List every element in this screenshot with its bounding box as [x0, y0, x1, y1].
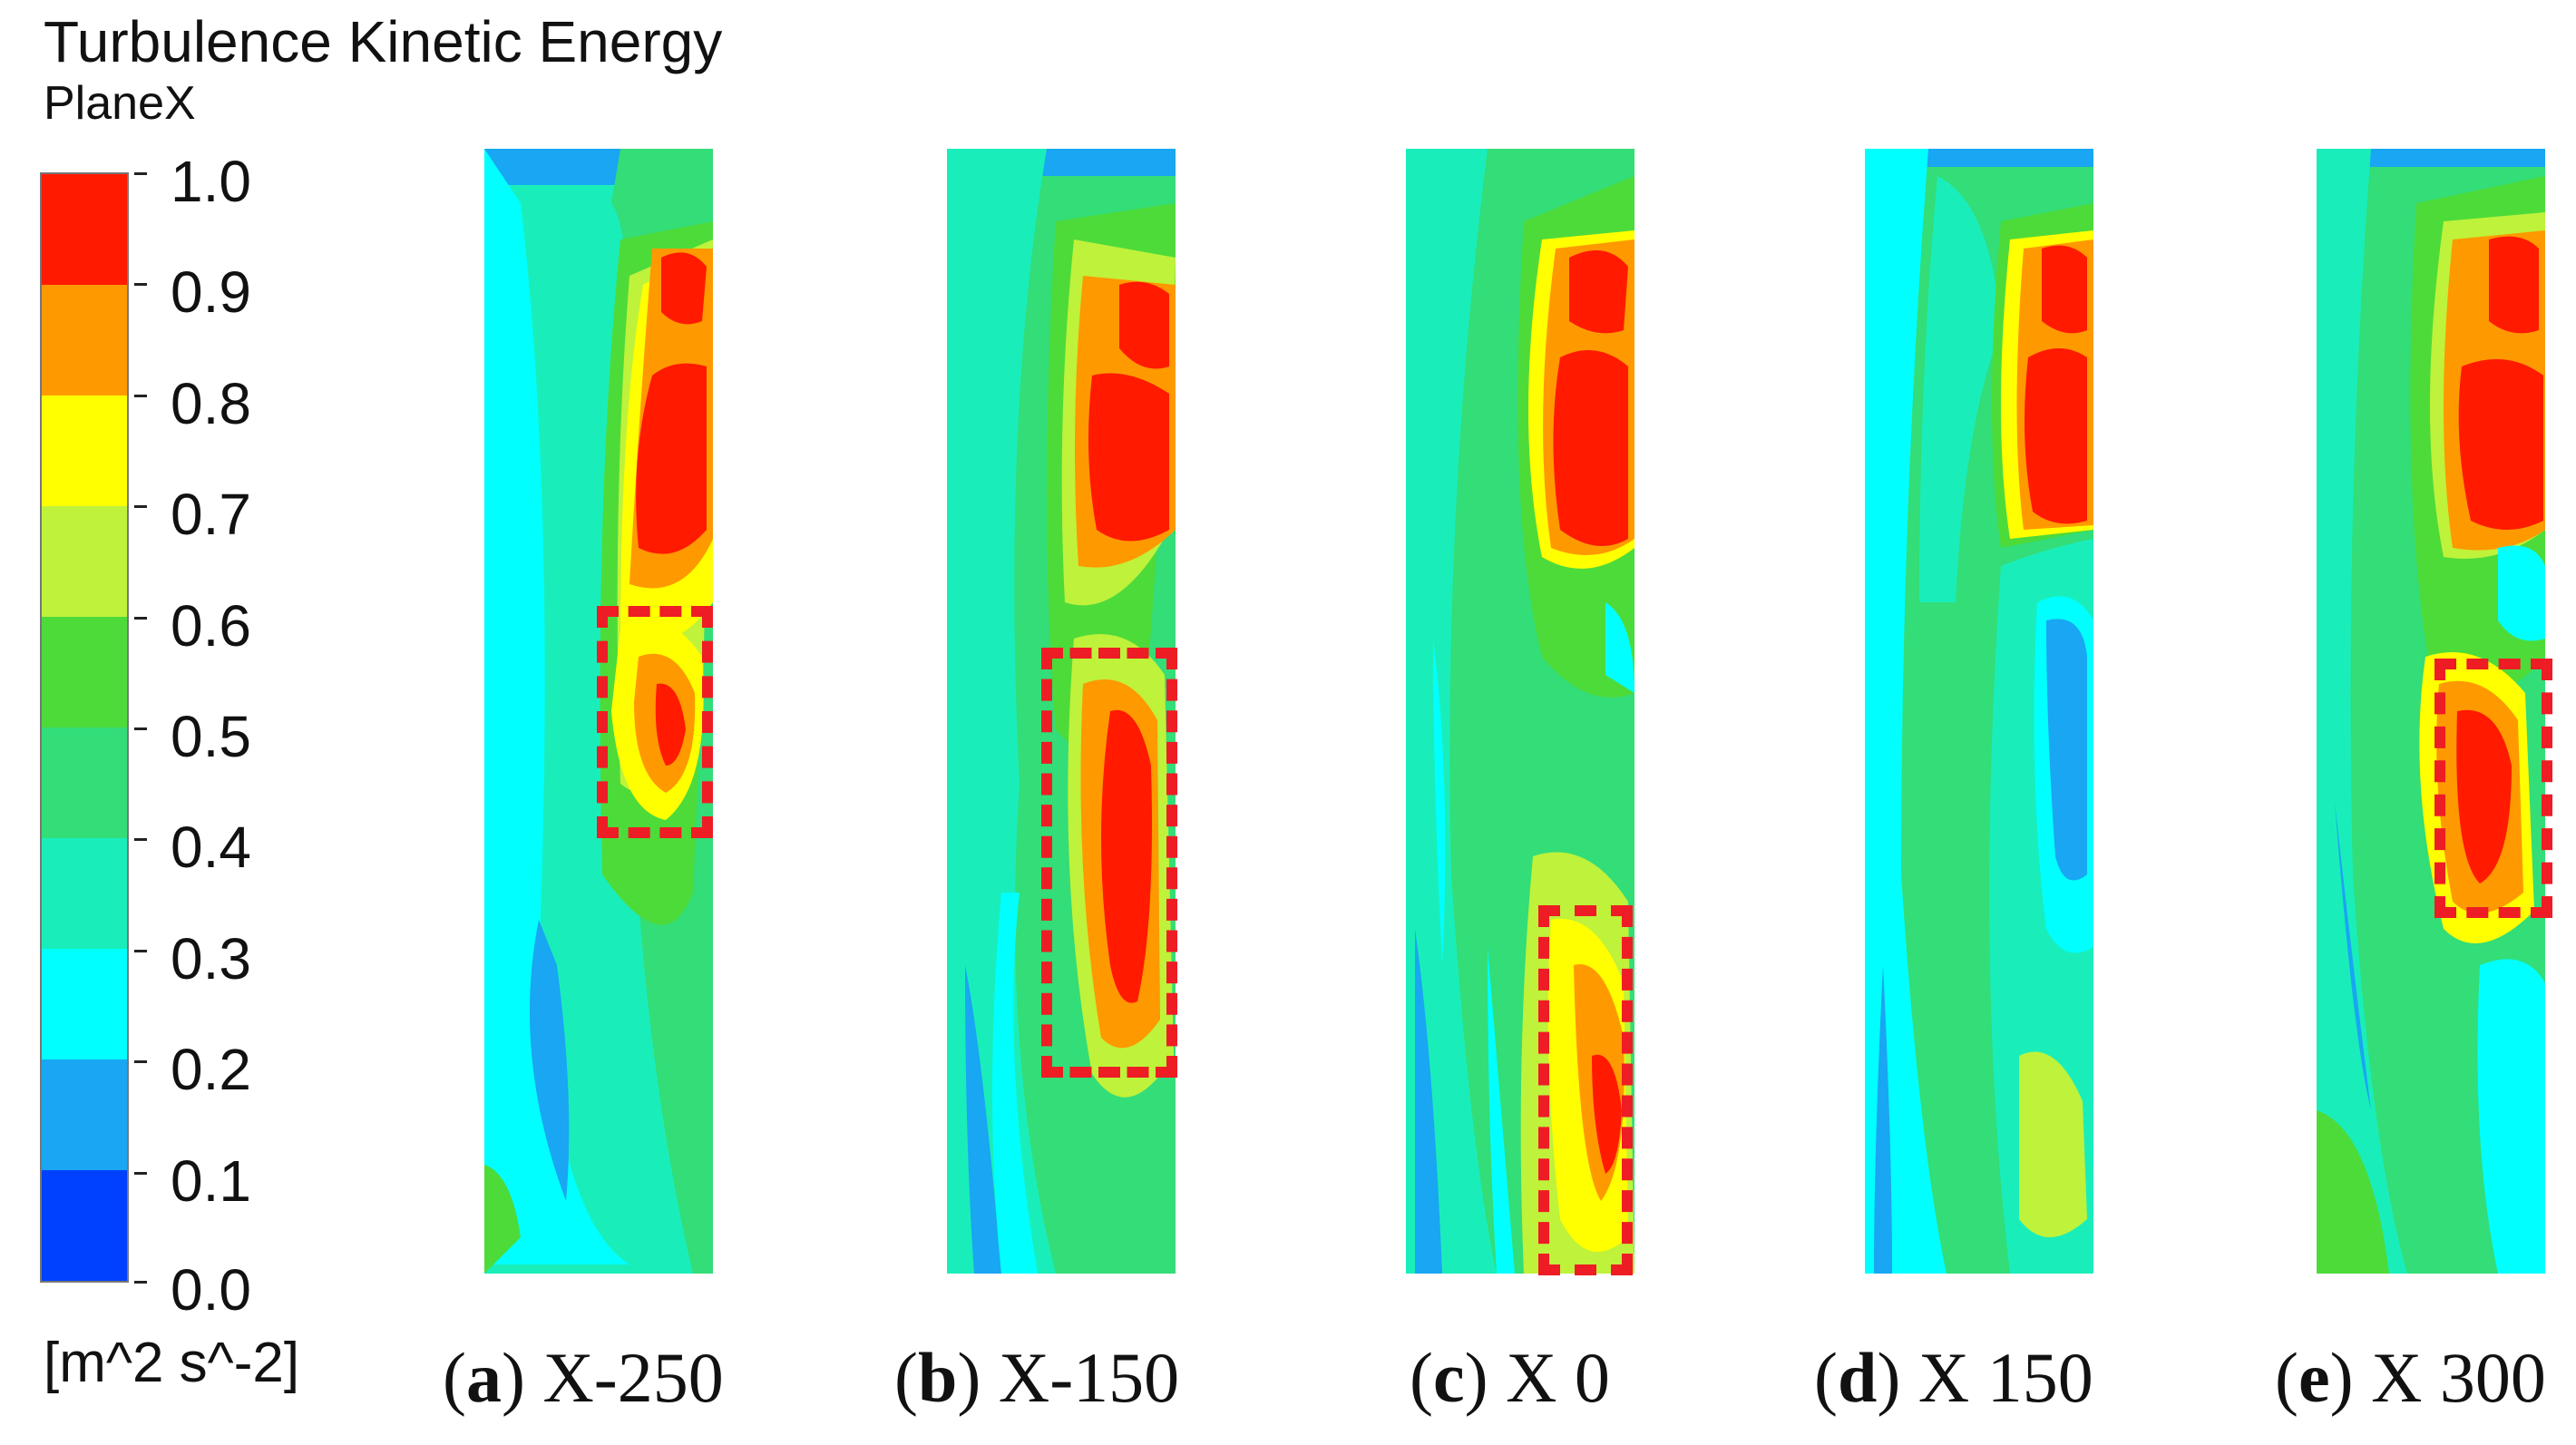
colorbar-label: 0.1: [171, 1148, 251, 1214]
colorbar-tick: [134, 1060, 147, 1063]
colorbar-band-2: [42, 285, 127, 395]
contour-panel-a: [484, 149, 713, 1274]
panel-caption-e: (e) X 300: [2275, 1342, 2546, 1413]
colorbar-label: 1.0: [171, 149, 251, 214]
colorbar-label: 0.7: [171, 482, 251, 547]
highlight-box-c: [1538, 905, 1633, 1275]
caption-open: (: [1814, 1338, 1838, 1417]
highlight-box-b: [1041, 648, 1177, 1078]
colorbar-unit: [m^2 s^-2]: [44, 1332, 300, 1394]
legend-subtitle: PlaneX: [44, 77, 196, 130]
colorbar-band-4: [42, 506, 127, 617]
colorbar-tick: [134, 1172, 147, 1175]
panel-caption-c: (c) X 0: [1410, 1342, 1610, 1413]
caption-label: X-150: [998, 1338, 1180, 1417]
colorbar-label: 0.4: [171, 815, 251, 880]
colorbar-tick: [134, 1281, 147, 1284]
panel-caption-b: (b) X-150: [894, 1342, 1179, 1413]
colorbar-tick: [134, 727, 147, 730]
caption-label: X 300: [2371, 1338, 2546, 1417]
colorbar-tick: [134, 283, 147, 286]
colorbar-tick: [134, 505, 147, 508]
colorbar-label: 0.9: [171, 259, 251, 325]
colorbar-label: 0.6: [171, 593, 251, 659]
colorbar-tick: [134, 617, 147, 620]
caption-close: ): [2329, 1338, 2354, 1417]
colorbar-label: 0.8: [171, 371, 251, 436]
panel-caption-d: (d) X 150: [1814, 1342, 2093, 1413]
colorbar-band-1: [42, 174, 127, 285]
caption-letter: d: [1837, 1338, 1878, 1417]
colorbar-label: 0.5: [171, 704, 251, 769]
colorbar-tick: [134, 950, 147, 952]
caption-open: (: [894, 1338, 918, 1417]
colorbar-band-3: [42, 395, 127, 506]
panel-caption-a: (a) X-250: [443, 1342, 724, 1413]
contour-panel-e: [2317, 149, 2545, 1274]
contour-panel-d: [1865, 149, 2093, 1274]
colorbar-band-9: [42, 1059, 127, 1170]
colorbar-band-10: [42, 1170, 127, 1281]
contour-panel-c: [1406, 149, 1634, 1274]
caption-open: (: [443, 1338, 466, 1417]
caption-close: ): [1464, 1338, 1488, 1417]
contour-panel-b: [947, 149, 1176, 1274]
caption-letter: a: [465, 1338, 502, 1417]
caption-label: X 150: [1917, 1338, 2093, 1417]
caption-close: ): [501, 1338, 525, 1417]
caption-letter: b: [917, 1338, 958, 1417]
colorbar-tick: [134, 838, 147, 841]
caption-open: (: [1410, 1338, 1433, 1417]
colorbar-label: 0.2: [171, 1037, 251, 1102]
colorbar-label: 0.3: [171, 926, 251, 991]
colorbar-band-5: [42, 617, 127, 727]
caption-letter: c: [1432, 1338, 1465, 1417]
colorbar-band-7: [42, 838, 127, 949]
colorbar-band-8: [42, 949, 127, 1059]
colorbar: [40, 172, 129, 1283]
highlight-box-a: [597, 606, 713, 838]
colorbar-tick: [134, 395, 147, 397]
colorbar-band-6: [42, 727, 127, 838]
caption-close: ): [957, 1338, 981, 1417]
caption-close: ): [1877, 1338, 1901, 1417]
caption-label: X 0: [1506, 1338, 1610, 1417]
colorbar-label: 0.0: [171, 1257, 251, 1323]
legend-title: Turbulence Kinetic Energy: [44, 9, 723, 74]
caption-letter: e: [2298, 1338, 2330, 1417]
colorbar-tick: [134, 172, 147, 175]
caption-label: X-250: [542, 1338, 724, 1417]
highlight-box-e: [2435, 659, 2552, 918]
caption-open: (: [2275, 1338, 2298, 1417]
